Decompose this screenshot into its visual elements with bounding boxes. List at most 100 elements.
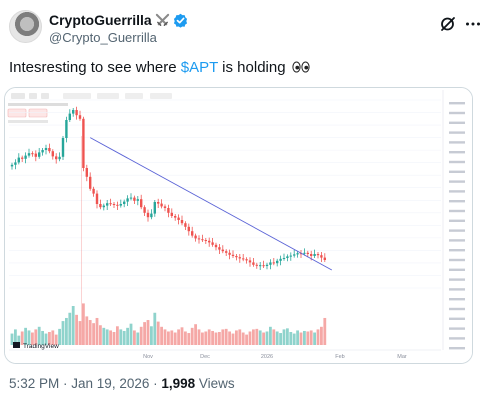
volume-bar [275, 331, 279, 345]
volume-bar [143, 322, 146, 345]
volume-bar [10, 333, 14, 345]
trendline [89, 137, 333, 271]
tweet-time[interactable]: 5:32 PM [9, 376, 60, 391]
chart-image[interactable]: Nov Dec 2026 Feb Mar TradingView [4, 87, 473, 364]
crossed-swords-icon [155, 13, 169, 26]
candle-body [296, 253, 299, 255]
volume-bar [51, 330, 55, 345]
candle-body [238, 257, 241, 259]
volume-bar [207, 329, 211, 345]
candle-body [102, 205, 105, 208]
volume-bar [133, 330, 136, 345]
tweet-date[interactable]: Jan 19, 2026 [71, 376, 150, 391]
handle[interactable]: @Crypto_Guerrilla [49, 30, 157, 45]
volume-bar [82, 303, 85, 345]
candle-body [140, 199, 143, 208]
candle-body [160, 203, 163, 207]
volume-bar [24, 327, 27, 345]
candle-body [299, 253, 303, 255]
y-tick-label [449, 229, 465, 232]
volume-bar [245, 334, 248, 345]
volume-bar [31, 332, 34, 345]
cashtag-link[interactable]: $APT [180, 59, 219, 76]
candle-body [146, 212, 150, 218]
candle-body [252, 262, 255, 265]
candle-body [116, 204, 119, 206]
volume-bar [303, 330, 306, 345]
more-icon[interactable] [464, 15, 482, 33]
x-axis: Nov Dec 2026 Feb Mar [9, 349, 441, 360]
candle-body [174, 216, 177, 218]
volume-bar [170, 330, 174, 345]
views-count: 1,998 [161, 376, 196, 391]
volume-bar [139, 326, 143, 345]
candle-body [41, 150, 44, 153]
volume-bar [105, 329, 109, 345]
candle-body [10, 164, 14, 167]
candle-body [303, 252, 306, 254]
volume-bar [58, 328, 61, 345]
avatar[interactable] [9, 10, 42, 43]
volume-bar [17, 335, 21, 345]
volume-bar [78, 321, 82, 345]
y-tick-label [449, 249, 465, 252]
candle-body [177, 217, 180, 220]
volume-bar [292, 333, 296, 345]
volume-bar [231, 333, 235, 345]
chart-grid [9, 99, 441, 289]
candle-body [55, 156, 58, 160]
volume-bar [289, 332, 293, 345]
candle-body [282, 258, 286, 259]
tweet-text-before: Intesresting to see where [9, 59, 181, 76]
volume-bar [323, 317, 327, 345]
volume-bar [190, 327, 194, 345]
display-name[interactable]: CryptoGuerrilla [49, 12, 152, 28]
y-tick-label [449, 317, 465, 320]
candle-body [306, 252, 309, 254]
candle-body [272, 262, 275, 264]
candle-body [310, 254, 313, 256]
candle-body [99, 204, 102, 208]
volume-bar [156, 321, 160, 345]
views-label: Views [195, 376, 235, 391]
candle-body [228, 252, 231, 255]
volume-bar [122, 330, 126, 345]
candle-body [245, 259, 248, 261]
volume-bar [102, 327, 106, 345]
y-axis [442, 90, 465, 350]
tweet-text-after: is holding [218, 59, 286, 76]
y-tick-label [449, 151, 465, 154]
y-tick-label [449, 268, 465, 271]
volume-bar [309, 330, 313, 345]
y-tick-label [449, 111, 465, 115]
x-tick-label: Dec [200, 354, 210, 360]
volume-bar [269, 326, 272, 345]
y-tick-label [449, 141, 465, 144]
candle-body [89, 176, 92, 189]
candle-body [82, 118, 85, 168]
grok-icon[interactable] [439, 15, 457, 33]
candlesticks [10, 106, 326, 345]
tweet-meta: 5:32 PM · Jan 19, 2026 · 1,998 Views [9, 376, 235, 391]
y-tick-label [449, 239, 465, 242]
candle-body [31, 153, 34, 155]
candle-body [289, 255, 292, 257]
tradingview-watermark: TradingView [13, 342, 59, 350]
volume-bar [99, 325, 102, 345]
candle-body [242, 258, 245, 260]
candle-body [279, 258, 282, 261]
volume-bar [211, 330, 214, 345]
volume-bar [265, 331, 269, 345]
volume-bar [184, 331, 187, 345]
volume-bar [252, 329, 255, 345]
y-tick-label [449, 121, 465, 124]
y-tick-label [449, 288, 465, 291]
candle-body [61, 138, 65, 157]
candle-body [255, 264, 258, 266]
volume-bar [177, 329, 180, 345]
volume-bar [201, 332, 204, 345]
x-tick-label: Nov [143, 354, 153, 360]
y-tick-label [449, 131, 465, 134]
volume-bar [41, 330, 44, 345]
y-tick-label [449, 102, 465, 105]
